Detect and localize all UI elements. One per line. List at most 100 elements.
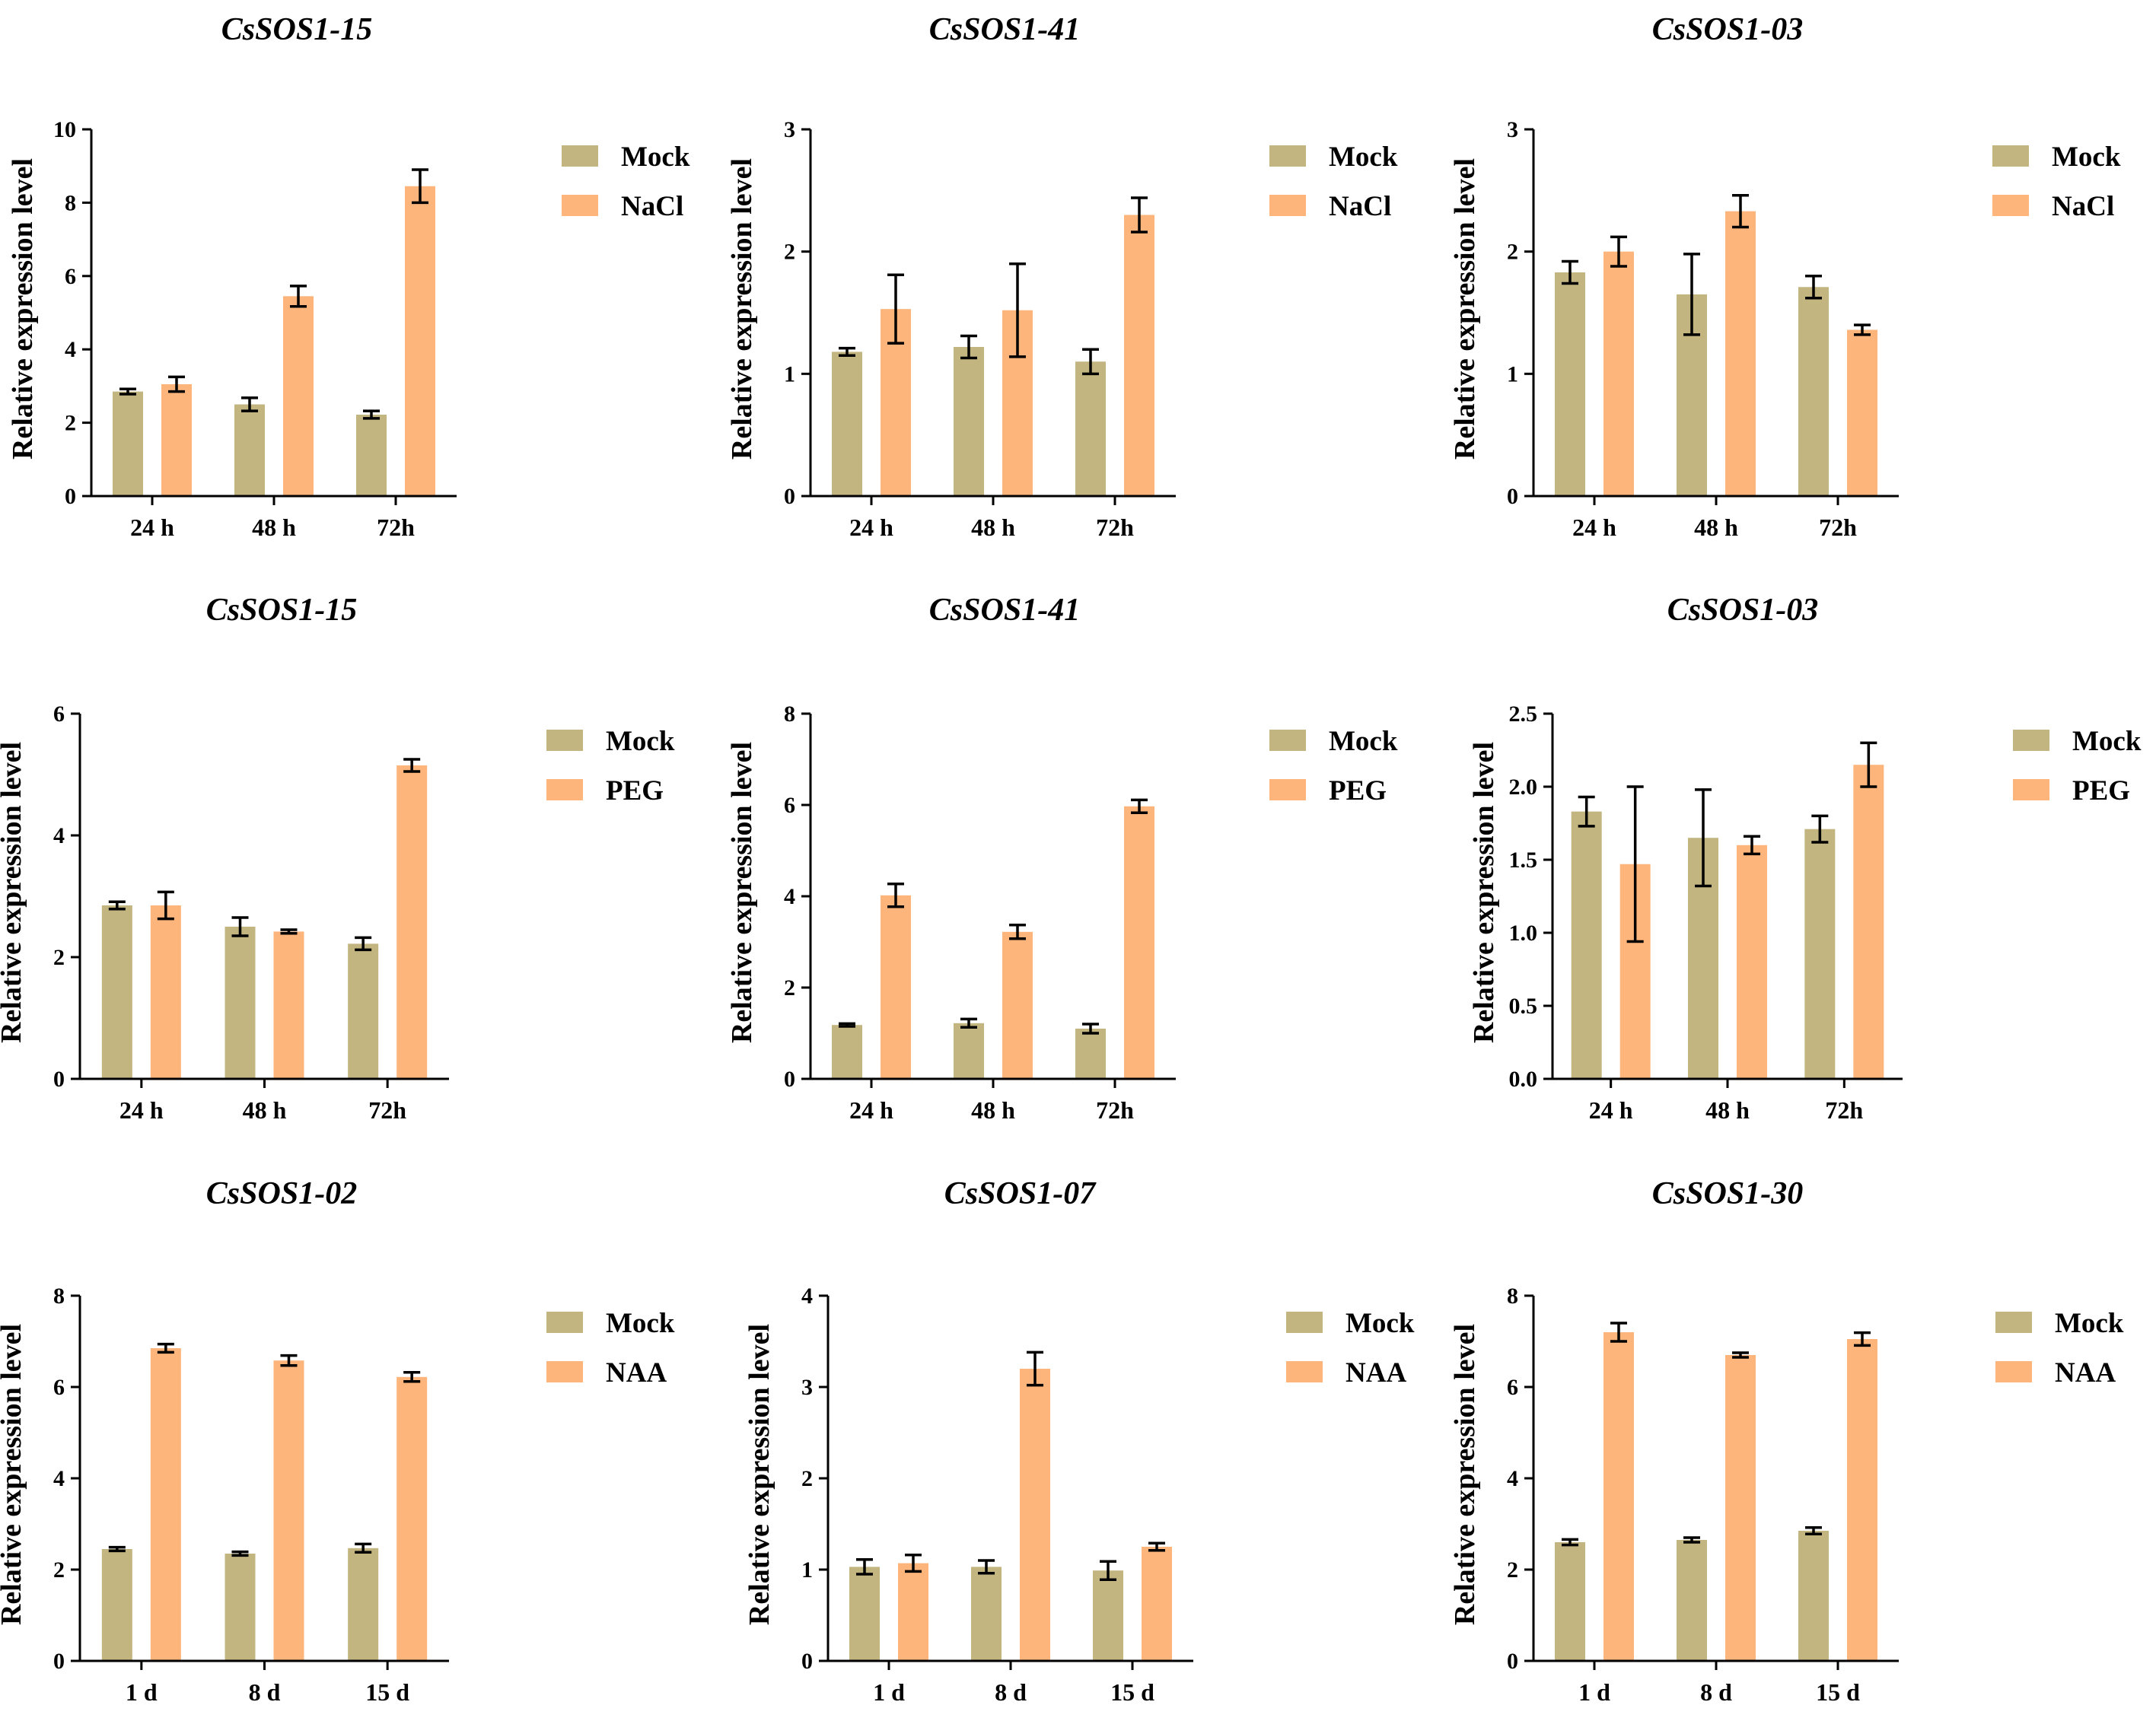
error-bar-mock-1 (108, 900, 126, 911)
error-bar-mock-3 (355, 1542, 372, 1554)
y-tick-label: 0 (801, 1649, 813, 1674)
bar-nacl-3 (1847, 329, 1877, 496)
legend-swatch-mock (562, 145, 598, 167)
y-tick-label: 8 (1507, 1284, 1518, 1309)
x-tick-label: 48 h (1694, 514, 1738, 541)
legend-label-mock: Mock (606, 726, 675, 757)
y-tick-label: 0 (784, 484, 795, 509)
chart-title: CsSOS1-15 (221, 12, 372, 47)
y-tick-label: 2 (1507, 1557, 1518, 1583)
error-bar-nacl-1 (1610, 235, 1627, 268)
legend-swatch-peg (2013, 779, 2049, 800)
axes (1551, 714, 1903, 1080)
legend-swatch-naa (546, 1361, 583, 1382)
x-tick-label: 48 h (243, 1096, 287, 1124)
y-axis-label: Relative expression level (7, 158, 39, 460)
bar-mock-3 (1804, 829, 1836, 1079)
bar-mock-2 (225, 927, 256, 1079)
y-tick-label: 4 (53, 1466, 65, 1491)
legend-swatch-nacl (562, 195, 598, 216)
error-bar-mock-2 (231, 916, 249, 937)
error-bar-mock-3 (1811, 814, 1829, 844)
x-tick-label: 15 d (1110, 1678, 1154, 1706)
bar-peg-3 (1124, 806, 1154, 1079)
error-bar-mock-1 (839, 346, 855, 357)
y-axis-label: Relative expression level (0, 1324, 27, 1625)
axes (809, 129, 1176, 498)
error-bar-naa-2 (1732, 1351, 1749, 1359)
bar-naa-2 (1725, 1355, 1756, 1661)
error-bar-naa-3 (403, 1371, 421, 1383)
y-axis-label: Relative expression level (1449, 1324, 1481, 1625)
y-tick-label: 6 (784, 793, 795, 818)
bar-mock-3 (1075, 361, 1106, 496)
bar-mock-3 (1798, 287, 1829, 496)
chart-title: CsSOS1-30 (1652, 1176, 1803, 1211)
y-tick-label: 6 (53, 1375, 65, 1400)
bar-mock-1 (1571, 811, 1602, 1079)
bar-mock-2 (234, 404, 265, 496)
chart-panel-8: CsSOS1-07 Relative expression level 1 d 8 d… (744, 1176, 1415, 1706)
y-axis-label: Relative expression level (726, 158, 758, 460)
legend-label-mock: Mock (2072, 726, 2142, 757)
y-tick-label: 2 (53, 1557, 65, 1583)
error-bar-mock-1 (1578, 795, 1595, 828)
chart-title: CsSOS1-03 (1652, 12, 1803, 47)
bar-mock-1 (832, 1025, 862, 1079)
y-tick-label: 6 (65, 264, 76, 289)
legend-label-nacl: NaCl (621, 191, 683, 222)
x-tick-label: 72h (1096, 514, 1134, 541)
error-bar-peg-1 (1626, 785, 1644, 943)
y-tick-label: 2 (53, 945, 65, 970)
error-bar-nacl-3 (412, 168, 428, 205)
error-bar-mock-3 (1082, 1023, 1099, 1035)
x-tick-label: 8 d (995, 1678, 1027, 1706)
y-tick-label: 1.0 (1509, 921, 1538, 946)
x-tick-label: 72h (377, 514, 415, 541)
legend-label-mock: Mock (621, 142, 690, 173)
x-tick-label: 24 h (119, 1096, 164, 1124)
bar-peg-2 (273, 931, 304, 1079)
y-tick-label: 0 (53, 1649, 65, 1674)
bar-mock-3 (356, 414, 387, 496)
error-bar-peg-2 (1009, 924, 1026, 940)
error-bar-peg-2 (280, 928, 298, 935)
legend-swatch-mock (2013, 730, 2049, 751)
y-tick-label: 2 (65, 411, 76, 436)
legend-label-naa: NAA (1346, 1357, 1406, 1389)
error-bar-naa-3 (1854, 1331, 1871, 1347)
legend-label-mock: Mock (1346, 1308, 1415, 1339)
y-axis-label: Relative expression level (1449, 158, 1481, 460)
bar-naa-3 (1847, 1339, 1877, 1661)
error-bar-peg-1 (157, 890, 174, 921)
bar-mock-1 (101, 905, 132, 1079)
legend-label-mock: Mock (606, 1308, 675, 1339)
y-tick-label: 4 (53, 823, 65, 848)
y-axis-label: Relative expression level (726, 742, 758, 1043)
error-bar-mock-3 (363, 409, 380, 420)
bar-mock-1 (113, 391, 143, 496)
y-axis-label: Relative expression level (0, 742, 27, 1043)
legend-label-peg: PEG (1329, 775, 1387, 806)
bar-mock-1 (1555, 272, 1585, 496)
x-tick-label: 48 h (971, 1096, 1015, 1124)
error-bar-mock-1 (119, 387, 136, 396)
y-tick-label: 2.5 (1509, 701, 1538, 727)
legend-swatch-mock (1995, 1312, 2032, 1333)
legend-label-mock: Mock (1329, 726, 1398, 757)
bar-naa-2 (1020, 1369, 1050, 1661)
legend-swatch-mock (546, 730, 583, 751)
bar-naa-1 (898, 1563, 928, 1661)
bar-nacl-1 (1603, 251, 1634, 496)
error-bar-nacl-1 (887, 273, 904, 345)
y-tick-label: 2 (1507, 240, 1518, 265)
axes (78, 1296, 449, 1662)
x-tick-label: 48 h (252, 514, 296, 541)
bar-peg-2 (1002, 931, 1033, 1079)
chart-title: CsSOS1-02 (206, 1176, 357, 1211)
chart-panel-9: CsSOS1-30 Relative expression level 1 d 8 d… (1449, 1176, 2124, 1706)
x-tick-label: 72h (1096, 1096, 1134, 1124)
y-tick-label: 6 (1507, 1375, 1518, 1400)
